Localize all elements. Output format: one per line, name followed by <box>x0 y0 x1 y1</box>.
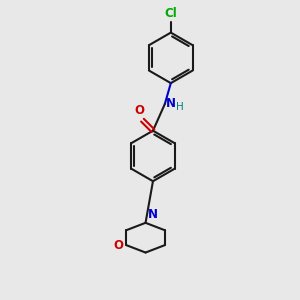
Text: N: N <box>166 98 176 110</box>
Text: N: N <box>148 208 158 221</box>
Text: H: H <box>176 102 184 112</box>
Text: O: O <box>134 103 145 117</box>
Text: O: O <box>114 238 124 252</box>
Text: Cl: Cl <box>164 7 177 20</box>
